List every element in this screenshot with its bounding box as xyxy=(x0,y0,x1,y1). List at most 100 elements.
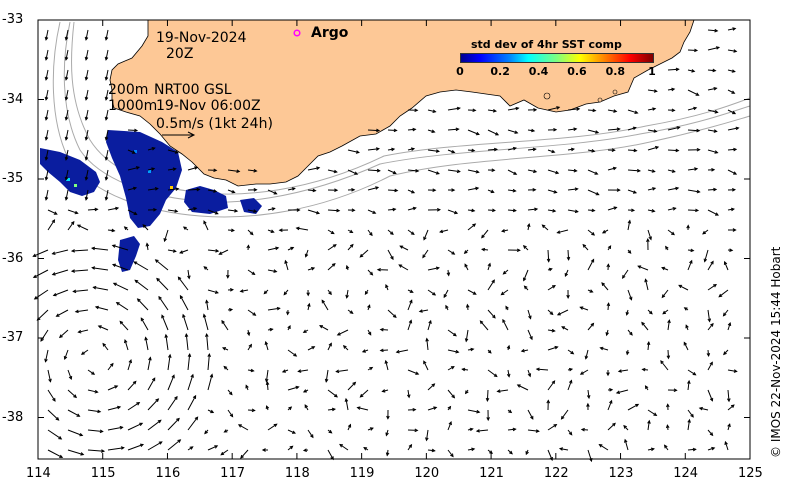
current-vector xyxy=(207,249,219,252)
current-vector-head xyxy=(506,373,511,378)
current-vector-head xyxy=(351,208,356,213)
current-vector-head xyxy=(446,272,451,277)
current-vector-head xyxy=(384,359,389,364)
current-vector xyxy=(467,187,479,191)
current-vector-head xyxy=(733,171,738,175)
current-vector-head xyxy=(526,223,531,228)
current-vector-head xyxy=(464,390,469,395)
current-vector-head xyxy=(291,187,296,191)
current-vector xyxy=(527,169,537,173)
current-vector-head xyxy=(665,424,670,429)
current-vector xyxy=(47,389,56,402)
current-vector-head xyxy=(175,187,180,191)
current-vector xyxy=(547,106,560,111)
current-vector-head xyxy=(76,413,81,417)
current-vector-head xyxy=(431,129,436,133)
current-vector-head xyxy=(652,187,657,191)
current-vector xyxy=(337,329,349,336)
current-vector-head xyxy=(523,285,528,290)
contour-200m xyxy=(63,21,751,203)
current-vector xyxy=(81,349,89,355)
current-vector-head xyxy=(271,207,276,211)
current-vector-head xyxy=(331,407,337,412)
current-vector-head xyxy=(612,166,617,171)
current-vector-head xyxy=(662,310,667,315)
current-vector-head xyxy=(713,87,718,91)
current-vector xyxy=(147,441,163,451)
current-vector-head xyxy=(151,377,156,382)
current-vector-head xyxy=(418,309,423,313)
current-vector xyxy=(327,389,338,398)
current-vector-head xyxy=(359,253,364,258)
current-vector xyxy=(727,404,735,411)
current-vector-head xyxy=(104,116,109,121)
current-vector xyxy=(345,398,349,411)
current-vector xyxy=(47,219,55,231)
current-vector xyxy=(93,286,109,291)
current-vector-head xyxy=(692,447,697,452)
current-vector-head xyxy=(123,226,128,230)
current-vector-head xyxy=(44,136,49,141)
current-vector xyxy=(480,320,489,331)
current-vector xyxy=(502,319,509,331)
current-vector xyxy=(661,289,669,298)
current-vector-head xyxy=(512,146,517,151)
current-vector xyxy=(207,289,219,294)
current-vector-head xyxy=(142,224,147,228)
current-vector-head xyxy=(135,166,141,170)
current-vector-head xyxy=(512,208,517,213)
current-vector-head xyxy=(32,274,37,278)
current-vector-head xyxy=(171,374,175,379)
current-vector-head xyxy=(176,417,180,422)
current-vector xyxy=(723,309,729,317)
current-vector-head xyxy=(414,108,419,113)
sst-highlight xyxy=(170,186,173,189)
current-vector xyxy=(65,29,69,40)
current-vector-head xyxy=(229,391,233,396)
current-vector xyxy=(707,188,717,191)
current-vector-head xyxy=(51,272,56,276)
current-vector-head xyxy=(732,228,737,232)
current-vector xyxy=(647,169,655,173)
current-vector xyxy=(85,89,89,100)
current-vector xyxy=(587,323,594,331)
current-vector-head xyxy=(733,49,738,53)
current-vector-head xyxy=(64,156,69,161)
current-vector xyxy=(367,186,379,191)
current-vector-head xyxy=(74,210,79,215)
current-vector-head xyxy=(355,150,360,154)
current-vector-head xyxy=(151,147,156,151)
current-vector xyxy=(357,407,369,411)
current-vector-head xyxy=(648,236,652,241)
sst-patch xyxy=(118,236,140,272)
current-vector-head xyxy=(513,171,518,175)
current-vector xyxy=(85,189,89,200)
current-vector-head xyxy=(104,156,109,161)
current-vector-head xyxy=(379,348,384,353)
current-vector-head xyxy=(145,242,150,247)
current-vector xyxy=(607,400,613,411)
current-vector-head xyxy=(408,319,413,324)
current-vector-head xyxy=(425,437,429,442)
current-vector-head xyxy=(471,447,476,452)
current-vector-head xyxy=(177,439,182,443)
current-vector xyxy=(71,249,89,252)
current-vector-head xyxy=(613,206,618,210)
current-vector-head xyxy=(290,246,295,251)
current-vector xyxy=(78,329,89,333)
current-vector xyxy=(73,289,89,292)
current-vector-head xyxy=(546,258,551,263)
current-vector-head xyxy=(44,358,48,363)
current-vector xyxy=(727,69,735,73)
sst-patch xyxy=(184,186,228,214)
current-vector-head xyxy=(392,314,397,319)
current-vector xyxy=(147,147,155,151)
current-vector-head xyxy=(724,440,728,445)
current-vector-head xyxy=(58,436,63,440)
current-vector-head xyxy=(158,441,163,445)
current-vector-head xyxy=(55,313,60,317)
current-vector xyxy=(71,269,89,272)
current-vector xyxy=(247,409,255,411)
sst-highlight xyxy=(74,184,77,187)
current-vector xyxy=(667,207,676,211)
